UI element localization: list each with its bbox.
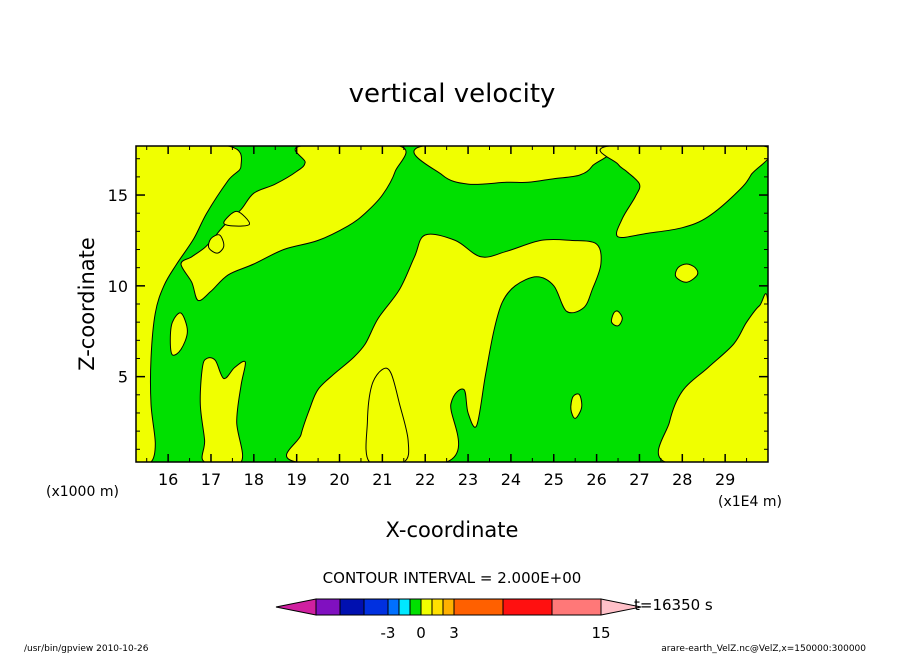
colorbar-box — [398, 598, 411, 616]
x-axis-label: X-coordinate — [386, 518, 519, 542]
contour-region-13 — [610, 310, 623, 327]
contour-region-12 — [570, 393, 583, 419]
colorbar: -3 0 3 15 — [275, 598, 642, 642]
colorbar-box — [387, 598, 400, 616]
x-unit-right: (x1E4 m) — [718, 494, 782, 510]
x-tick-label: 23 — [458, 470, 478, 489]
x-tick-label: 17 — [201, 470, 221, 489]
contour-region-9 — [599, 146, 768, 238]
contour-interval-label: CONTOUR INTERVAL = 2.000E+00 — [323, 569, 582, 587]
colorbar-tick-label: 15 — [591, 624, 610, 642]
colorbar-box — [363, 598, 389, 616]
contour-region-15 — [223, 210, 250, 227]
x-tick-label: 25 — [544, 470, 564, 489]
contour-region-14 — [207, 234, 225, 254]
colorbar-box — [409, 598, 422, 616]
contour-region-7 — [365, 367, 410, 462]
colorbar-tick-label: -3 — [381, 624, 396, 642]
contour-region-4 — [180, 146, 407, 302]
y-tick-label: 5 — [118, 368, 128, 387]
y-axis: 5 10 15 — [108, 158, 768, 450]
contour-region-3 — [169, 312, 188, 356]
colorbar-box — [453, 598, 504, 616]
colorbar-box — [442, 598, 455, 616]
colorbar-tick-label: 0 — [416, 624, 426, 642]
y-tick-label: 15 — [108, 186, 128, 205]
contour-region-2 — [136, 146, 243, 462]
y-axis-label: Z-coordinate — [75, 237, 99, 371]
contour-region-11 — [674, 263, 699, 283]
time-label: t=16350 s — [634, 596, 713, 614]
x-tick-label: 19 — [286, 470, 306, 489]
colorbar-box — [431, 598, 444, 616]
contour-region-10 — [658, 293, 768, 462]
colorbar-box — [551, 598, 602, 616]
footer-right: arare-earth_VelZ.nc@VelZ,x=150000:300000 — [661, 644, 866, 654]
colorbar-box — [420, 598, 433, 616]
x-tick-label: 27 — [629, 470, 649, 489]
colorbar-box — [315, 598, 341, 616]
contour-region-5 — [199, 357, 246, 462]
x-tick-label: 26 — [586, 470, 606, 489]
colorbar-arrow-left — [275, 598, 317, 616]
x-tick-label: 18 — [244, 470, 264, 489]
y-tick-label: 10 — [108, 277, 128, 296]
x-tick-label: 20 — [329, 470, 349, 489]
x-tick-label: 28 — [672, 470, 692, 489]
footer-left: /usr/bin/gpview 2010-10-26 — [24, 644, 149, 654]
chart-title: vertical velocity — [349, 79, 556, 109]
colorbar-tick-label: 3 — [449, 624, 459, 642]
x-unit-left: (x1000 m) — [46, 484, 119, 500]
x-tick-label: 21 — [372, 470, 392, 489]
x-tick-label: 24 — [501, 470, 521, 489]
colorbar-arrow-right — [600, 598, 642, 616]
x-tick-label: 22 — [415, 470, 435, 489]
plot-area: 16 17 18 19 20 21 22 23 24 25 26 27 28 29 5 10 15 — [108, 145, 769, 489]
x-axis: 16 17 18 19 20 21 22 23 24 25 26 27 28 29 — [146, 146, 748, 489]
colorbar-box — [339, 598, 365, 616]
x-tick-label: 29 — [715, 470, 735, 489]
contour-region-6 — [286, 233, 602, 462]
colorbar-box — [502, 598, 553, 616]
x-tick-label: 16 — [158, 470, 178, 489]
contour-regions — [136, 146, 768, 462]
